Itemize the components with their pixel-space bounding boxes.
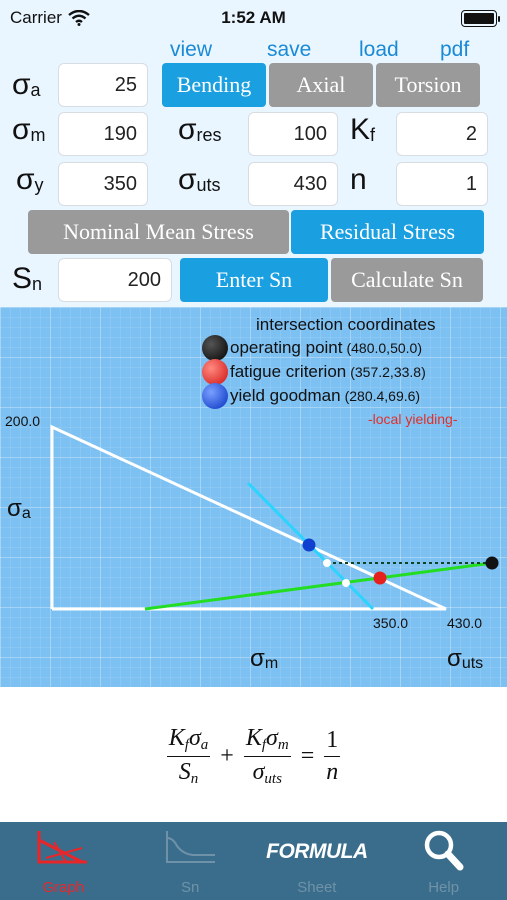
pdf-link[interactable]: pdf xyxy=(440,38,470,61)
sigma-uts-label: σuts xyxy=(178,163,221,196)
status-left: Carrier xyxy=(10,8,90,28)
operating-point-dot xyxy=(202,335,228,361)
calculate-sn-button[interactable]: Calculate Sn xyxy=(331,258,483,302)
tab-graph-label: Graph xyxy=(42,879,85,896)
mean-stress-marker xyxy=(323,559,331,567)
sigma-uts-field[interactable]: 430 xyxy=(248,162,338,206)
load-line xyxy=(144,561,493,611)
formula-icon: FORMULA xyxy=(266,840,368,863)
sigma-m-field[interactable]: 190 xyxy=(58,112,148,156)
kf-label: Kf xyxy=(350,113,376,146)
legend-operating-point: operating point (480.0,50.0) xyxy=(202,335,422,361)
tab-help[interactable]: Help xyxy=(380,822,507,900)
legend-title: intersection coordinates xyxy=(256,315,436,334)
enter-sn-button[interactable]: Enter Sn xyxy=(180,258,328,302)
tab-sheet[interactable]: FORMULA Sheet xyxy=(254,822,381,900)
uts-axis-label: σuts xyxy=(447,645,484,672)
wifi-icon xyxy=(68,10,90,26)
graph-plot xyxy=(50,424,499,611)
fatigue-criterion-point xyxy=(373,571,387,585)
y-axis-tick-label: 200.0 xyxy=(5,413,41,429)
sigma-res-label: σres xyxy=(178,113,222,146)
load-link[interactable]: load xyxy=(359,38,399,61)
goodman-equation: Kfσa Sn + Kfσm σuts = 1 n xyxy=(166,725,341,787)
sigma-m-label: σm xyxy=(12,113,46,146)
battery-icon xyxy=(461,9,500,27)
x-axis-tick-label-350: 350.0 xyxy=(373,615,409,631)
tab-sheet-label: Sheet xyxy=(297,879,337,896)
yield-goodman-point xyxy=(302,538,316,552)
view-link[interactable]: view xyxy=(170,38,213,61)
sigma-y-field[interactable]: 350 xyxy=(58,162,148,206)
local-yielding-warning: -local yielding- xyxy=(368,411,458,427)
sn-curve-icon xyxy=(166,831,216,863)
graph-icon xyxy=(37,831,88,864)
residual-stress-button[interactable]: Residual Stress xyxy=(291,210,484,254)
y-axis-label: σa xyxy=(7,495,31,522)
legend-yield-goodman: yield goodman (280.4,69.6) xyxy=(202,383,420,409)
goodman-line xyxy=(50,424,447,611)
tab-sn[interactable]: Sn xyxy=(127,822,254,900)
fatigue-criterion-dot xyxy=(202,359,228,385)
sigma-res-field[interactable]: 100 xyxy=(248,112,338,156)
tab-sn-label: Sn xyxy=(180,879,200,896)
sn-label: Sn xyxy=(12,262,43,295)
operating-point xyxy=(485,556,499,570)
sigma-a-label: σa xyxy=(12,68,41,101)
term-1-fraction: Kfσa Sn xyxy=(166,725,211,787)
tab-graph[interactable]: Graph xyxy=(0,822,127,900)
term-2-fraction: Kfσm σuts xyxy=(243,725,291,787)
formula-panel: Kfσa Sn + Kfσm σuts = 1 n xyxy=(0,687,507,822)
yield-intersection-marker xyxy=(342,579,350,587)
legend-fatigue-criterion: fatigue criterion (357.2,33.8) xyxy=(202,359,426,385)
carrier-label: Carrier xyxy=(10,8,62,27)
magnifier-icon xyxy=(424,830,464,871)
sn-field[interactable]: 200 xyxy=(58,258,172,302)
rhs-fraction: 1 n xyxy=(324,727,341,785)
sigma-a-field[interactable]: 25 xyxy=(58,63,148,107)
x-axis-tick-label-430: 430.0 xyxy=(447,615,483,631)
sigma-y-label: σy xyxy=(16,163,44,196)
yield-goodman-dot xyxy=(202,383,228,409)
axial-button[interactable]: Axial xyxy=(269,63,373,107)
save-link[interactable]: save xyxy=(267,38,312,61)
goodman-graph[interactable]: intersection coordinates operating point… xyxy=(0,307,507,687)
status-bar: Carrier 1:52 AM xyxy=(0,0,507,36)
tab-bar: Graph Sn FORMULA Sheet Help xyxy=(0,822,507,900)
nominal-mean-stress-button[interactable]: Nominal Mean Stress xyxy=(28,210,289,254)
tab-help-label: Help xyxy=(428,879,460,896)
kf-field[interactable]: 2 xyxy=(396,112,488,156)
n-label: n xyxy=(350,163,367,196)
n-field[interactable]: 1 xyxy=(396,162,488,206)
x-axis-label: σm xyxy=(250,645,279,672)
bending-button[interactable]: Bending xyxy=(162,63,266,107)
torsion-button[interactable]: Torsion xyxy=(376,63,480,107)
